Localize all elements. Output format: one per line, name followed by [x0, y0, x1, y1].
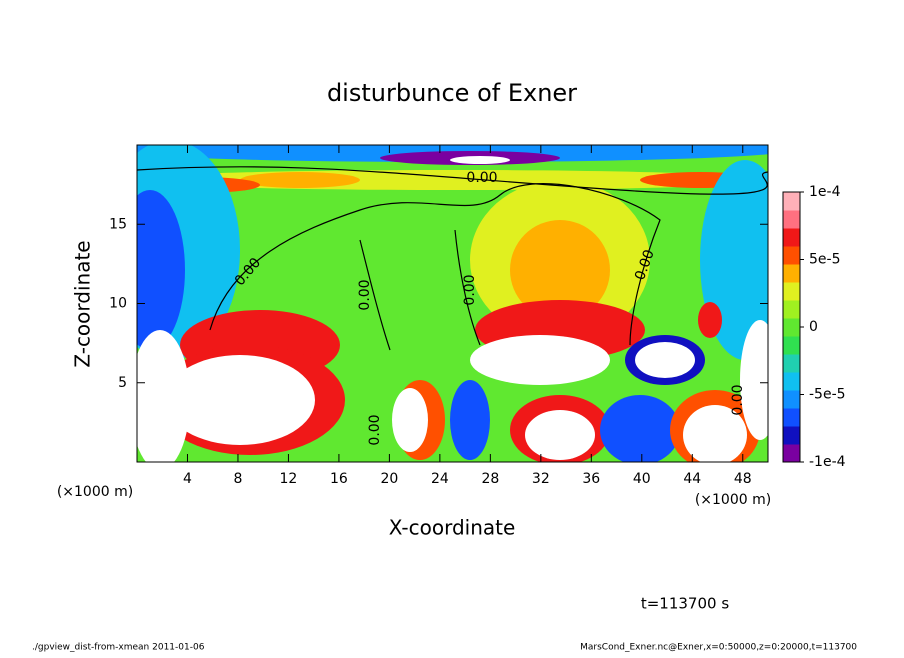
x-tick-label: 48 [734, 471, 752, 487]
colorbar-band [783, 354, 800, 373]
y-tick-label: 15 [109, 216, 127, 232]
colorbar-band [783, 264, 800, 283]
y-tick-label: 5 [118, 375, 127, 391]
colorbar-tick-label: 0 [809, 319, 818, 335]
field-region [525, 410, 595, 460]
contour-label: 0.00 [357, 279, 373, 310]
x-tick-label: 8 [233, 471, 242, 487]
x-unit-label: (×1000 m) [695, 492, 771, 508]
x-unit-label: (×1000 m) [57, 484, 133, 500]
contour-label: 0.00 [466, 170, 497, 186]
field-region [600, 395, 680, 462]
field-region [683, 405, 747, 462]
contour-line [209, 183, 661, 346]
contour-line [359, 239, 391, 351]
field-region [450, 156, 510, 164]
colorbar-tick-label: -5e-5 [809, 387, 846, 403]
x-tick-label: 40 [633, 471, 651, 487]
colorbar-band [783, 336, 800, 355]
contour-line [454, 229, 481, 346]
colorbar-band [783, 246, 800, 265]
field-region [698, 302, 722, 338]
field-region [510, 220, 610, 320]
colorbar-band [783, 282, 800, 301]
contour-line [137, 166, 768, 195]
x-tick-label: 36 [582, 471, 600, 487]
contour-label: 0.00 [367, 414, 383, 445]
x-tick-label: 4 [183, 471, 192, 487]
field-region [165, 355, 315, 445]
colorbar-band [783, 318, 800, 337]
colorbar-tick-label: 5e-5 [809, 252, 840, 268]
colorbar-band [783, 210, 800, 229]
colorbar-band [783, 300, 800, 319]
colorbar-band [783, 444, 800, 463]
field-region [635, 342, 695, 378]
contour-field [137, 145, 768, 462]
colorbar-band [783, 228, 800, 247]
field-region [740, 320, 768, 440]
time-annotation: t=113700 s [641, 595, 729, 613]
field-region [137, 190, 185, 350]
colorbar-tick-label: -1e-4 [809, 454, 846, 470]
x-tick-label: 12 [280, 471, 298, 487]
colorbar-band [783, 192, 800, 211]
chart-title: disturbunce of Exner [327, 79, 577, 107]
colorbar-band [783, 390, 800, 409]
colorbar-band [783, 426, 800, 445]
field-region [392, 388, 428, 452]
contour-label: 0.00 [462, 274, 478, 305]
x-tick-label: 44 [683, 471, 701, 487]
field-region [470, 335, 610, 385]
x-tick-label: 16 [330, 471, 348, 487]
x-tick-label: 32 [532, 471, 550, 487]
footer-left: ./gpview_dist-from-xmean 2011-01-06 [32, 643, 205, 653]
field-region [137, 330, 190, 462]
colorbar-band [783, 408, 800, 427]
y-axis-label: Z-coordinate [71, 240, 95, 367]
x-tick-label: 20 [380, 471, 398, 487]
colorbar-tick-label: 1e-4 [809, 184, 841, 200]
field-region [240, 172, 360, 188]
contour-label: 0.00 [730, 384, 746, 415]
x-tick-label: 24 [431, 471, 449, 487]
x-axis-label: X-coordinate [389, 516, 516, 540]
field-region [450, 380, 490, 460]
footer-right: MarsCond_Exner.nc@Exner,x=0:50000,z=0:20… [580, 643, 857, 653]
y-tick-label: 10 [109, 296, 127, 312]
x-tick-label: 28 [481, 471, 499, 487]
colorbar-band [783, 372, 800, 391]
